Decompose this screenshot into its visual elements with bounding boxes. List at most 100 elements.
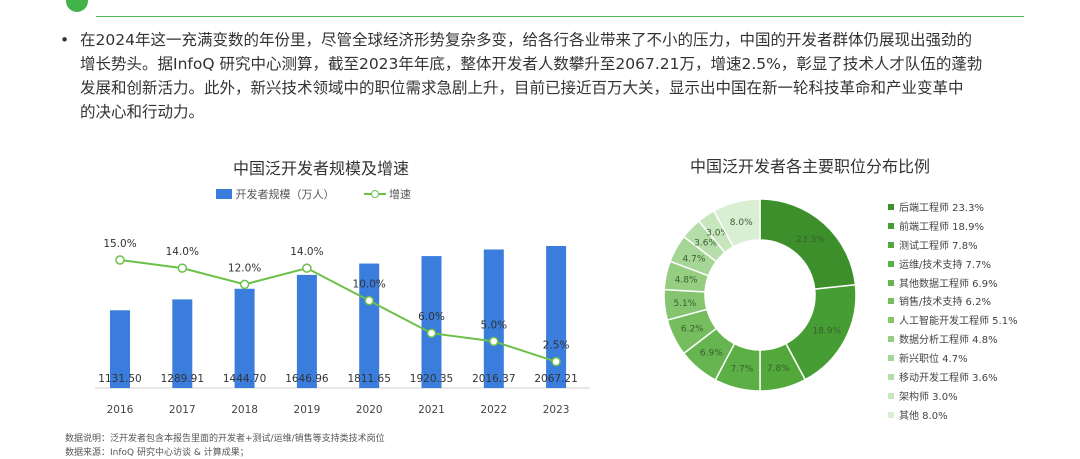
donut-chart-title: 中国泛开发者各主要职位分布比例 (690, 157, 931, 176)
x-tick-label: 2022 (480, 404, 507, 416)
slice-label: 4.7% (683, 254, 706, 264)
slice-label: 6.2% (681, 324, 704, 334)
slice-label: 7.8% (767, 364, 790, 374)
bar (483, 249, 504, 388)
donut-legend: 后端工程师 23.3% 前端工程师 18.9% 测试工程师 7.8% 运维/技术支持 … (888, 199, 1018, 426)
legend-item: 测试工程师 7.8% (888, 237, 1018, 256)
footnote-description: 数据说明：泛开发者包含本报告里面的开发者+测试/运维/销售等支持类技术岗位 (65, 434, 385, 444)
legend-swatch (888, 374, 894, 381)
legend-label: 其他数据工程师 6.9% (899, 278, 998, 290)
bar-value-label: 1289.91 (161, 373, 204, 385)
growth-point (426, 328, 437, 338)
growth-point (115, 255, 125, 265)
growth-label: 10.0% (353, 279, 386, 291)
legend-swatch (888, 317, 894, 324)
slice-label: 5.1% (673, 299, 696, 309)
legend-item: 其他 8.0% (888, 407, 1018, 426)
legend-label: 测试工程师 7.8% (899, 240, 978, 252)
legend-swatch (888, 298, 894, 305)
paragraph-line: 增长势头。据InfoQ 研究中心测算，截至2023年年底，整体开发者人数攀升至2… (80, 55, 983, 73)
legend-label: 前端工程师 18.9% (899, 221, 984, 233)
legend-item: 前端工程师 18.9% (888, 218, 1018, 237)
growth-label: 2.5% (543, 340, 570, 352)
x-tick-label: 2019 (294, 404, 321, 416)
legend-label: 后端工程师 23.3% (899, 203, 984, 214)
legend-swatch (888, 204, 894, 210)
footnote-source: 数据来源：InfoQ 研究中心访谈 & 计算成果； (65, 448, 249, 458)
bullet-marker: • (60, 31, 70, 49)
bar-value-label: 1811.65 (347, 373, 390, 385)
legend-item: 人工智能开发工程师 5.1% (888, 312, 1018, 331)
header-accent-dot (66, 0, 88, 12)
bar (359, 263, 380, 388)
bar (296, 274, 317, 388)
growth-point (551, 356, 561, 367)
legend-swatch (888, 279, 894, 286)
legend-swatch (888, 411, 894, 418)
growth-point (177, 263, 188, 273)
bar-chart-legend: 开发者规模（万人） 增速 (216, 186, 411, 202)
header-divider (96, 16, 1024, 17)
growth-label: 14.0% (290, 246, 323, 258)
x-tick-label: 2021 (418, 404, 445, 416)
bar-line-chart: 1131.50 1289.91 1444.70 1646.96 1811.65 1920.… (95, 238, 590, 416)
slice-label: 18.9% (812, 326, 841, 336)
paragraph-line: 发展和创新活力。此外，新兴技术领域中的职位需求急剧上升，目前已接近百万大关，显示… (80, 79, 964, 97)
slice-label: 6.9% (700, 349, 723, 359)
x-tick-label: 2020 (356, 404, 383, 416)
slice-label: 8.0% (730, 218, 753, 228)
legend-line-label: 增速 (389, 188, 411, 201)
bar (172, 299, 193, 388)
legend-bar-swatch (216, 189, 232, 199)
slice-label: 23.3% (796, 235, 825, 245)
slice-label: 3.0% (706, 229, 729, 239)
legend-swatch (888, 336, 894, 343)
legend-item: 移动开发工程师 3.6% (888, 369, 1018, 388)
growth-point (364, 295, 374, 306)
legend-item: 运维/技术支持 7.7% (888, 256, 1018, 275)
bar-value-label: 1444.70 (223, 373, 266, 385)
legend-swatch (888, 241, 894, 248)
legend-line-swatch (363, 189, 386, 199)
legend-item: 数据分析工程师 4.8% (888, 331, 1018, 350)
bar (110, 310, 130, 388)
bar-value-label: 1920.35 (410, 373, 453, 385)
slice-label: 7.7% (730, 364, 753, 374)
slice-label: 3.6% (694, 239, 717, 249)
growth-label: 5.0% (480, 319, 507, 331)
growth-label: 14.0% (166, 246, 199, 258)
x-tick-label: 2023 (543, 404, 570, 416)
bar-chart-title: 中国泛开发者规模及增速 (233, 159, 410, 178)
donut-chart: 23.3% 18.9% 7.8% 7.7% 6.9% 6.2% 5.1% 4.8% 4.7% 3.… (663, 198, 857, 392)
legend-bar-label: 开发者规模（万人） (235, 188, 335, 201)
x-tick-label: 2016 (107, 404, 134, 416)
legend-swatch (888, 355, 894, 362)
paragraph-line: 在2024年这一充满变数的年份里，尽管全球经济形势复杂多变，给各行各业带来了不小… (80, 31, 972, 49)
growth-label: 6.0% (418, 311, 445, 323)
legend-label: 销售/技术支持 6.2% (899, 297, 991, 309)
bar-value-label: 2067.21 (534, 373, 577, 385)
growth-line (119, 259, 557, 363)
bar (421, 256, 442, 388)
growth-point (239, 279, 250, 290)
legend-label: 数据分析工程师 4.8% (899, 335, 998, 347)
legend-item: 架构师 3.0% (888, 388, 1018, 407)
bar-value-label: 2016.37 (472, 373, 515, 385)
legend-label: 新兴职位 4.7% (899, 354, 968, 366)
legend-item: 销售/技术支持 6.2% (888, 293, 1018, 312)
legend-label: 移动开发工程师 3.6% (899, 373, 998, 385)
legend-swatch (888, 260, 894, 267)
paragraph-line: 的决心和行动力。 (80, 103, 205, 121)
bar (234, 288, 255, 388)
x-tick-label: 2017 (169, 404, 196, 416)
legend-label: 运维/技术支持 7.7% (899, 259, 991, 271)
bar-value-label: 1131.50 (98, 373, 141, 385)
legend-label: 架构师 3.0% (899, 391, 958, 403)
growth-point (302, 263, 312, 273)
growth-label: 15.0% (103, 238, 136, 250)
growth-point (489, 336, 499, 347)
legend-item: 新兴职位 4.7% (888, 350, 1018, 369)
legend-swatch (888, 222, 894, 229)
donut-slice (712, 198, 761, 248)
slice-label: 4.8% (675, 275, 698, 285)
